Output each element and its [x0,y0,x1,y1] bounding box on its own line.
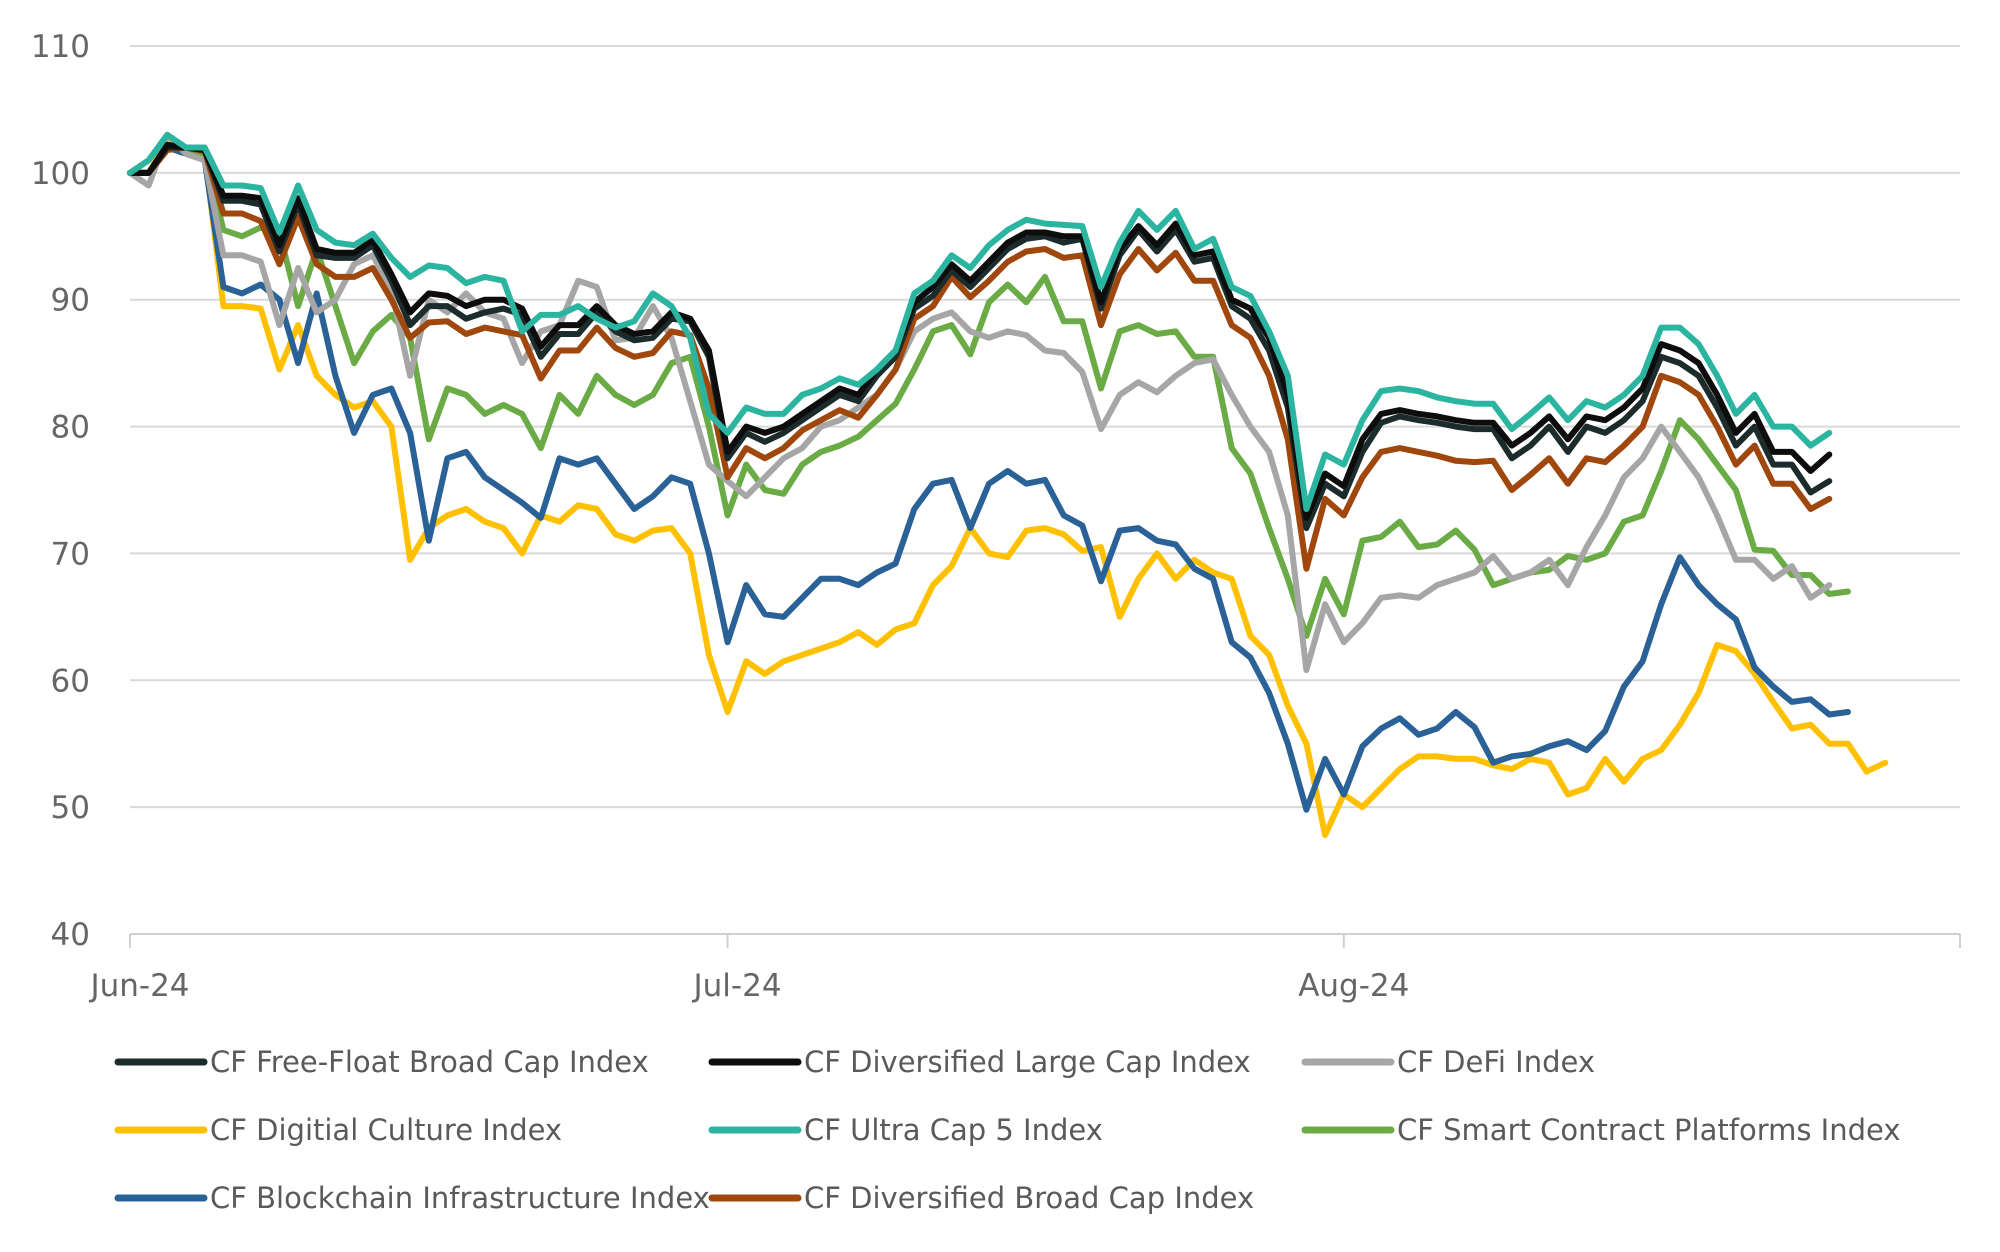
x-tick-label: Jul-24 [692,968,782,1004]
y-tick-label: 50 [51,790,90,826]
y-tick-label: 100 [31,156,90,192]
series-line-cf-ultra-cap-5-index [127,131,1833,512]
x-tick-label: Aug-24 [1298,968,1409,1004]
x-axis: Jun-24 Jul-24 Aug-24 [88,933,1961,1004]
legend-label: CF Blockchain Infrastructure Index [210,1181,710,1215]
gridlines [130,45,1960,935]
legend-label: CF Diversified Broad Cap Index [804,1181,1254,1215]
series-line-cf-digitial-culture-index [127,138,1889,839]
y-axis-ticks: 40 50 60 70 80 90 100 110 [31,29,90,953]
legend-label: CF Digitial Culture Index [210,1113,562,1147]
legend-label: CF Diversified Large Cap Index [804,1045,1251,1079]
legend-label: CF DeFi Index [1397,1045,1595,1079]
series-line-cf-blockchain-infrastructure-index [127,144,1851,813]
x-tick-label: Jun-24 [88,968,189,1004]
legend: CF Free-Float Broad Cap Index CF Diversif… [114,1045,1901,1215]
legend-label: CF Smart Contract Platforms Index [1397,1113,1901,1147]
series-line-cf-diversified-large-cap-index [127,141,1833,521]
y-tick-label: 80 [51,410,90,446]
y-tick-label: 110 [31,29,90,65]
series-line-cf-diversified-broad-cap-index [127,144,1833,572]
y-tick-label: 40 [51,917,90,953]
series-line-cf-smart-contract-platforms-index [127,131,1851,639]
series-line-cf-free-float-broad-cap-index [127,144,1833,532]
series-lines [127,131,1889,839]
y-tick-label: 70 [51,536,90,572]
series-line-cf-defi-index [127,131,1833,674]
y-tick-label: 60 [51,663,90,699]
legend-label: CF Free-Float Broad Cap Index [210,1045,649,1079]
y-tick-label: 90 [51,283,90,319]
legend-label: CF Ultra Cap 5 Index [804,1113,1103,1147]
